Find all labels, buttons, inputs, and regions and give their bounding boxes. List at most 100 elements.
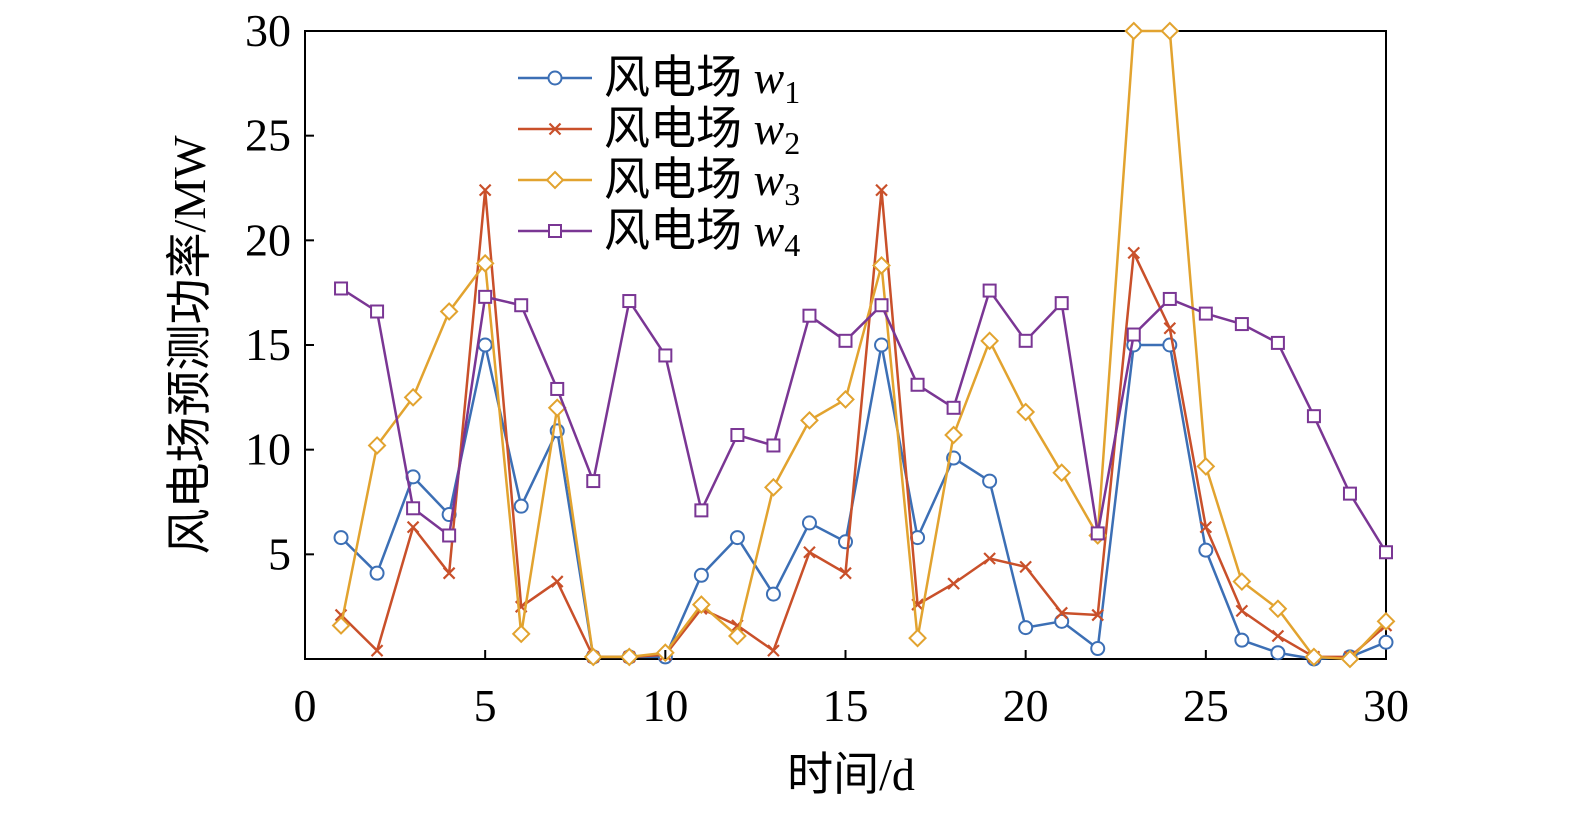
legend-swatch-marker [547, 70, 563, 86]
data-point-3 [1232, 572, 1252, 591]
x-tick-label: 5 [474, 680, 497, 731]
data-point-3 [475, 253, 495, 273]
data-point-4 [1198, 306, 1213, 321]
legend-item-3: 风电场 w3 [518, 154, 800, 212]
data-point-3 [1196, 456, 1216, 476]
legend-swatch-marker [548, 224, 562, 238]
data-point-3 [367, 436, 387, 455]
data-point-2 [875, 183, 888, 197]
data-point-1 [1270, 645, 1286, 661]
data-point-1 [982, 473, 998, 489]
data-point-1 [729, 530, 745, 546]
data-point-3 [691, 595, 711, 614]
data-point-3 [836, 390, 855, 409]
data-point-1 [693, 567, 709, 583]
y-tick-label: 25 [245, 110, 291, 161]
data-point-1 [333, 530, 349, 546]
legend-item-2: 风电场 w2 [518, 103, 800, 161]
data-point-3 [1052, 463, 1072, 483]
data-point-4 [1306, 409, 1321, 424]
data-point-3 [944, 425, 964, 445]
legend-label: 风电场 w4 [604, 205, 800, 263]
series-line-2 [340, 188, 1387, 659]
data-point-1 [1090, 641, 1106, 657]
data-point-3 [439, 302, 459, 321]
data-point-2 [1163, 321, 1177, 335]
x-axis-title: 时间/d [787, 749, 915, 800]
data-point-3 [1340, 649, 1360, 669]
y-tick-label: 30 [245, 5, 291, 56]
data-point-4 [334, 281, 349, 296]
data-point-4 [730, 428, 745, 443]
y-tick-label: 5 [268, 528, 291, 579]
data-point-3 [511, 624, 531, 644]
data-point-2 [983, 552, 996, 565]
data-point-4 [442, 528, 457, 543]
data-point-2 [947, 577, 960, 590]
data-point-3 [1304, 647, 1324, 667]
legend-item-1: 风电场 w1 [518, 52, 800, 110]
data-point-4 [1270, 335, 1285, 350]
data-point-3 [764, 477, 783, 497]
data-point-4 [1054, 296, 1069, 311]
data-point-3 [908, 628, 927, 648]
legend-label: 风电场 w1 [604, 52, 800, 110]
data-point-3 [1016, 402, 1036, 422]
x-tick-label: 15 [823, 680, 869, 731]
data-point-4 [586, 474, 601, 489]
x-tick-label: 20 [1003, 680, 1049, 731]
data-point-1 [1198, 542, 1214, 558]
data-point-2 [803, 545, 816, 559]
data-point-1 [801, 515, 817, 531]
series-4 [334, 281, 1393, 560]
data-point-4 [910, 377, 925, 392]
series-2 [334, 183, 1393, 664]
data-point-2 [1235, 604, 1249, 618]
data-point-4 [1090, 526, 1105, 541]
data-point-3 [1160, 21, 1180, 41]
y-axis-title: 风电场预测功率/MW [164, 135, 215, 555]
data-point-3 [980, 331, 1000, 351]
data-point-2 [839, 566, 852, 580]
data-point-2 [1055, 606, 1068, 620]
y-tick-label: 15 [245, 319, 291, 370]
data-point-1 [513, 498, 529, 514]
data-point-2 [767, 644, 780, 657]
data-point-3 [872, 256, 891, 275]
data-point-2 [550, 575, 564, 588]
data-point-2 [1127, 246, 1141, 260]
y-tick-label: 20 [245, 214, 291, 265]
data-point-2 [442, 566, 456, 580]
data-point-3 [1124, 21, 1144, 41]
data-point-4 [1126, 327, 1141, 342]
data-point-1 [1234, 632, 1250, 648]
data-point-4 [802, 308, 817, 323]
data-point-3 [727, 626, 747, 646]
data-point-4 [1234, 317, 1249, 332]
legend-swatch-marker [548, 122, 562, 136]
data-point-2 [370, 644, 384, 657]
data-point-4 [550, 381, 565, 396]
data-point-3 [403, 387, 423, 407]
x-tick-label: 25 [1183, 680, 1229, 731]
data-point-4 [1018, 333, 1033, 348]
data-point-1 [874, 337, 890, 353]
data-point-1 [1018, 620, 1034, 636]
data-point-3 [583, 647, 603, 667]
x-tick-label: 0 [294, 680, 317, 731]
data-point-4 [1342, 486, 1357, 501]
legend-label: 风电场 w2 [604, 103, 800, 161]
x-tick-label: 10 [642, 680, 688, 731]
series-line-3 [339, 29, 1387, 661]
data-point-2 [1019, 560, 1032, 574]
data-point-2 [406, 520, 420, 534]
data-point-4 [622, 294, 637, 309]
data-point-2 [1271, 629, 1285, 643]
series-3 [331, 21, 1396, 669]
data-point-4 [1162, 291, 1177, 306]
legend-swatch-marker [545, 170, 565, 190]
data-point-2 [1091, 608, 1105, 622]
x-tick-label: 30 [1363, 680, 1409, 731]
